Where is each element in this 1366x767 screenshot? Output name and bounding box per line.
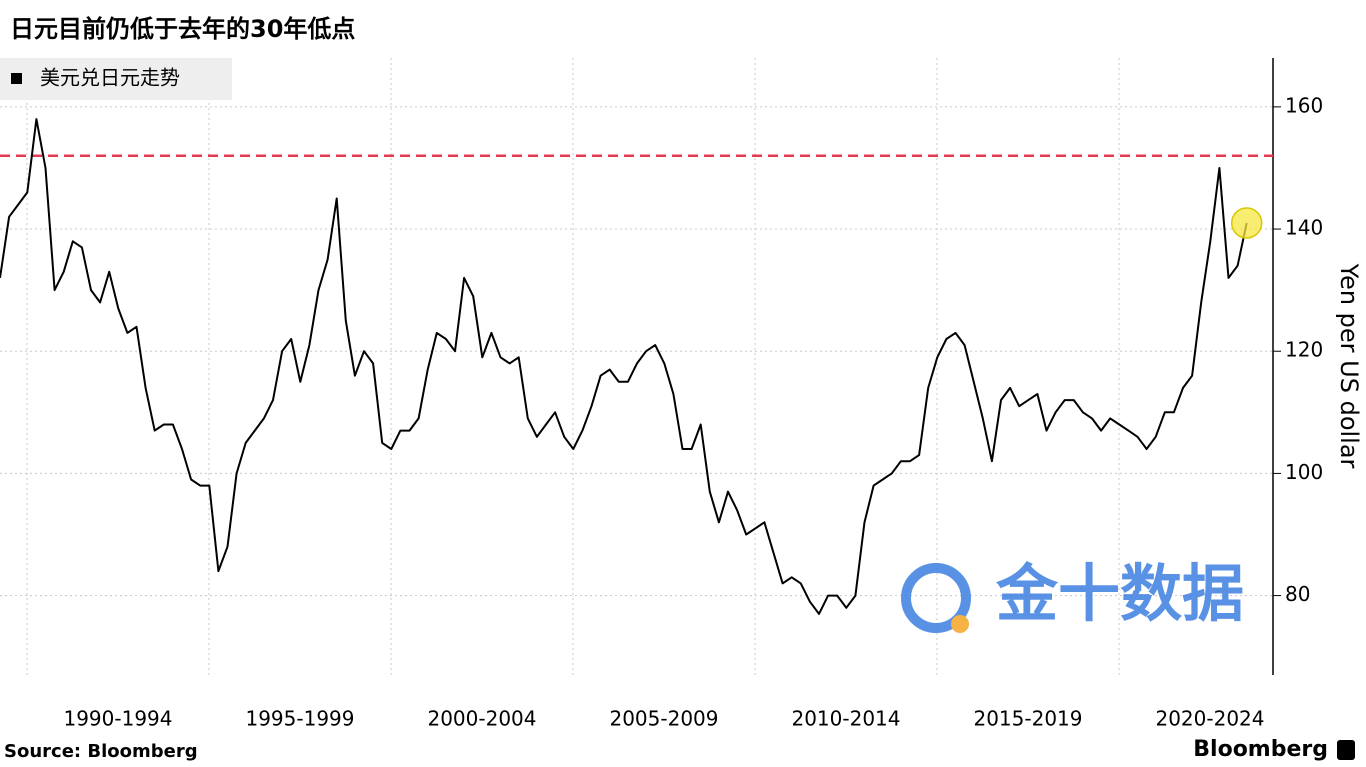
source: Source: Bloomberg [4, 741, 198, 762]
watermark-dot [951, 615, 969, 633]
watermark: 金十数据 [995, 557, 1244, 630]
brand-icon [1337, 740, 1355, 760]
y-tick-label: 160 [1285, 93, 1323, 117]
legend-swatch [11, 73, 22, 84]
y-tick-label: 140 [1285, 216, 1323, 240]
x-tick-label: 2005-2009 [609, 707, 718, 731]
brand: Bloomberg [1193, 737, 1328, 762]
legend-box [0, 58, 232, 100]
highlight-point [1230, 207, 1263, 239]
x-tick-label: 1990-1994 [63, 707, 172, 731]
watermark-logo [901, 563, 971, 633]
x-tick-label: 2010-2014 [791, 707, 900, 731]
grid [0, 58, 1273, 675]
x-tick-label: 2015-2019 [973, 707, 1082, 731]
watermark-ring [901, 563, 971, 633]
y-tick-label: 120 [1285, 338, 1323, 362]
x-tick-label: 2020-2024 [1155, 707, 1264, 731]
y-axis-label: Yen per US dollar [1335, 263, 1363, 469]
legend-label: 美元兑日元走势 [40, 66, 180, 90]
series-line [0, 118, 1248, 615]
x-tick-label: 1995-1999 [245, 707, 354, 731]
y-tick-label: 80 [1285, 582, 1310, 606]
chart-title: 日元目前仍低于去年的30年低点 [10, 15, 355, 43]
x-tick-label: 2000-2004 [427, 707, 536, 731]
y-tick-label: 100 [1285, 460, 1323, 484]
